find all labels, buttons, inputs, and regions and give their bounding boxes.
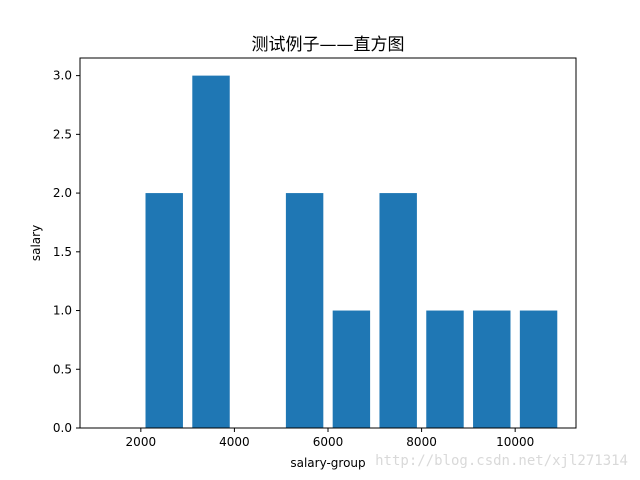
chart-title: 测试例子——直方图: [252, 35, 405, 55]
y-tick-label: 1.5: [53, 245, 72, 259]
x-tick-label: 8000: [406, 435, 437, 449]
bar: [332, 310, 371, 428]
bars-group: [145, 75, 558, 428]
x-tick-label: 6000: [313, 435, 344, 449]
bar: [426, 310, 464, 428]
x-axis-label: salary-group: [290, 456, 365, 470]
bar: [192, 75, 230, 428]
bar: [379, 193, 417, 428]
y-tick-label: 0.5: [53, 362, 72, 376]
y-axis: 0.0 0.5 1.0 1.5 2.0 2.5 3.0: [53, 69, 80, 435]
y-tick-label: 1.0: [53, 304, 72, 318]
x-tick-label: 4000: [219, 435, 250, 449]
bar: [145, 193, 183, 428]
bar: [473, 310, 511, 428]
x-axis: 2000 4000 6000 8000 10000: [126, 428, 534, 449]
watermark: http://blog.csdn.net/xjl271314: [375, 453, 628, 469]
y-tick-label: 0.0: [53, 421, 72, 435]
x-tick-label: 2000: [126, 435, 157, 449]
bar: [285, 193, 324, 428]
x-tick-label: 10000: [496, 435, 534, 449]
y-axis-label: salary: [29, 225, 43, 261]
bar: [519, 310, 558, 428]
y-tick-label: 2.5: [53, 127, 72, 141]
y-tick-label: 2.0: [53, 186, 72, 200]
y-tick-label: 3.0: [53, 69, 72, 83]
